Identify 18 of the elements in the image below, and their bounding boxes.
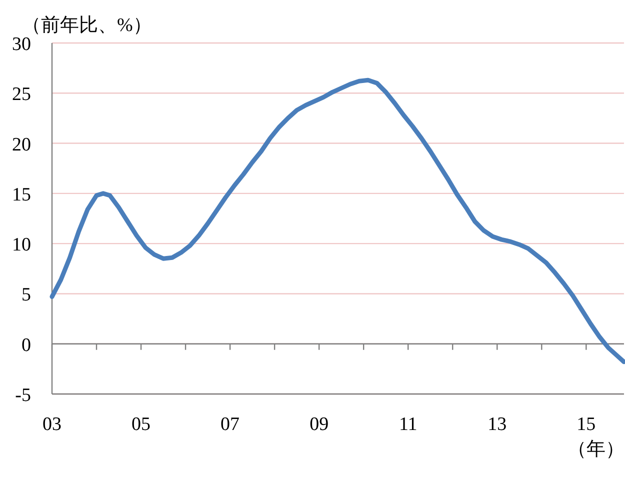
y-tick-label: 0: [22, 334, 31, 356]
y-tick-label: 10: [12, 234, 31, 256]
x-tick-label: 05: [132, 414, 151, 435]
y-axis-title: （前年比、%）: [22, 15, 152, 36]
y-tick-label: -5: [15, 385, 31, 406]
x-tick-label: 15: [576, 414, 596, 435]
y-tick-label: 25: [12, 84, 31, 106]
x-tick-label: 13: [488, 414, 507, 435]
y-tick-label: 20: [12, 134, 31, 156]
y-tick-label: 30: [12, 34, 31, 55]
y-tick-label: 15: [12, 184, 31, 206]
x-tick-label: 09: [310, 414, 329, 435]
y-tick-label: 5: [22, 284, 31, 306]
x-tick-label: 11: [398, 414, 418, 435]
line-series: [50, 78, 625, 364]
x-tick-label: 07: [220, 414, 240, 435]
x-tick-label: 03: [42, 414, 62, 435]
x-axis-title: （年）: [568, 439, 624, 460]
